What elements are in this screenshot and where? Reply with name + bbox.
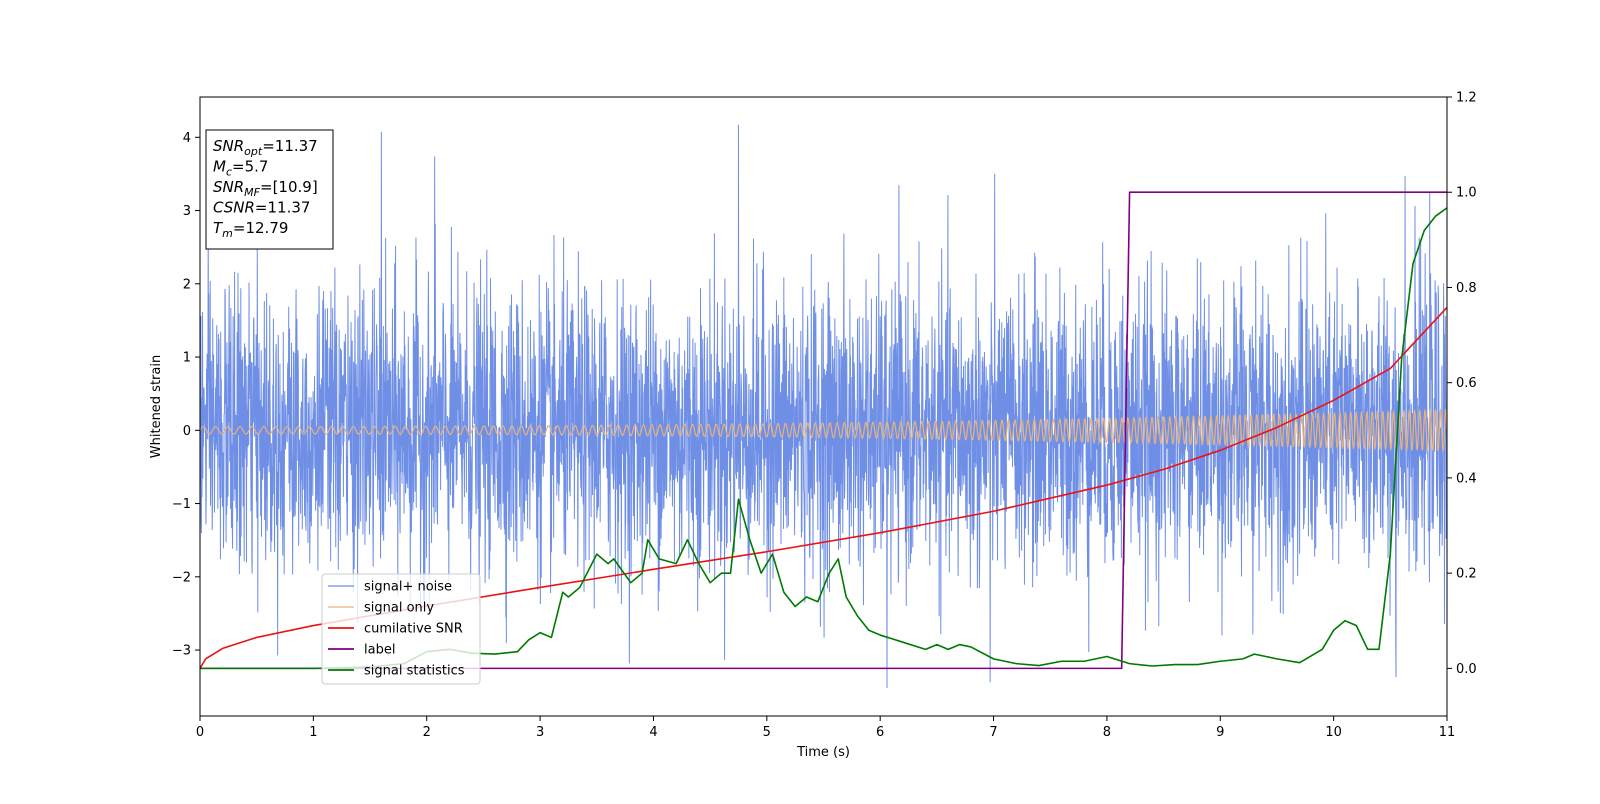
legend-label-signal-noise: signal+ noise bbox=[364, 580, 452, 595]
y-tick-label: 0 bbox=[183, 424, 191, 439]
stats-subscript: m bbox=[222, 227, 233, 240]
stats-symbol: SNR bbox=[213, 178, 244, 196]
stats-value: =5.7 bbox=[232, 158, 268, 176]
y2-tick-label: 0.0 bbox=[1456, 662, 1477, 677]
stats-value: =12.79 bbox=[233, 219, 289, 237]
y2-tick-label: 1.0 bbox=[1456, 186, 1477, 201]
series-signal-only-line bbox=[200, 408, 1447, 452]
stats-symbol: T bbox=[213, 219, 224, 237]
x-tick-label: 10 bbox=[1325, 725, 1342, 740]
x-tick-label: 1 bbox=[309, 725, 317, 740]
stats-subscript: opt bbox=[244, 145, 263, 158]
y-tick-label: −3 bbox=[172, 644, 191, 659]
series-label-line bbox=[200, 191, 1447, 670]
stats-value: =11.37 bbox=[255, 199, 311, 217]
series-signal-statistics-line bbox=[200, 207, 1447, 670]
series-cumulative-snr-line bbox=[200, 306, 1447, 669]
stats-symbol: M bbox=[213, 158, 226, 176]
stats-value: =11.37 bbox=[262, 137, 318, 155]
legend: signal+ noise signal only cumilative SNR la… bbox=[321, 573, 481, 685]
y-tick-label: 1 bbox=[183, 351, 191, 366]
x-tick-label: 9 bbox=[1216, 725, 1224, 740]
x-axis-label: Time (s) bbox=[796, 745, 850, 760]
series-signal-noise-line bbox=[200, 124, 1447, 689]
y-tick-label: 3 bbox=[183, 204, 191, 219]
y2-tick-label: 0.8 bbox=[1456, 281, 1477, 296]
y2-tick-label: 0.4 bbox=[1456, 471, 1477, 486]
y2-tick-label: 0.2 bbox=[1456, 567, 1477, 582]
x-tick-label: 11 bbox=[1439, 725, 1456, 740]
stats-symbol: SNR bbox=[213, 137, 244, 155]
stats-subscript: c bbox=[226, 166, 232, 179]
stats-box-frame bbox=[205, 129, 334, 250]
legend-frame bbox=[321, 573, 481, 685]
stats-line: SNRMF=[10.9] bbox=[213, 178, 318, 199]
y2-tick-label: 1.2 bbox=[1456, 91, 1477, 106]
stats-line: CSNR=11.37 bbox=[213, 199, 310, 217]
stats-line: Tm=12.79 bbox=[213, 219, 288, 240]
x-tick-label: 6 bbox=[876, 725, 884, 740]
plot-area bbox=[200, 124, 1447, 689]
legend-label-label: label bbox=[364, 643, 395, 658]
stats-box: SNRopt=11.37Mc=5.7SNRMF=[10.9]CSNR=11.37… bbox=[205, 129, 334, 250]
plot-frame bbox=[199, 96, 1448, 717]
legend-label-signal-only: signal only bbox=[364, 601, 434, 616]
x-tick-label: 7 bbox=[989, 725, 997, 740]
stats-line: SNRopt=11.37 bbox=[213, 137, 318, 158]
legend-label-cumulative-snr: cumilative SNR bbox=[364, 622, 463, 637]
y-tick-label: −2 bbox=[172, 570, 191, 585]
y-tick-label: 4 bbox=[183, 131, 191, 146]
y-axis-label: Whitened strain bbox=[149, 355, 164, 458]
x-tick-label: 0 bbox=[196, 725, 204, 740]
stats-subscript: MF bbox=[244, 186, 260, 199]
y2-tick-label: 0.6 bbox=[1456, 376, 1477, 391]
legend-label-signal-statistics: signal statistics bbox=[364, 664, 465, 679]
x-tick-label: 2 bbox=[423, 725, 431, 740]
x-tick-label: 3 bbox=[536, 725, 544, 740]
stats-value: =[10.9] bbox=[260, 178, 318, 196]
axes: 0 1 2 3 4 5 6 7 8 9 10 11 −3 −2 −1 0 1 2 3 4 0.0 0.2 0.4 0.6 0.8… bbox=[172, 91, 1477, 741]
y-tick-label: 2 bbox=[183, 277, 191, 292]
x-tick-label: 8 bbox=[1103, 725, 1111, 740]
stats-symbol: CSNR bbox=[213, 199, 255, 217]
y-tick-label: −1 bbox=[172, 497, 191, 512]
x-tick-label: 4 bbox=[649, 725, 657, 740]
x-tick-label: 5 bbox=[763, 725, 771, 740]
stats-line: Mc=5.7 bbox=[213, 158, 268, 179]
